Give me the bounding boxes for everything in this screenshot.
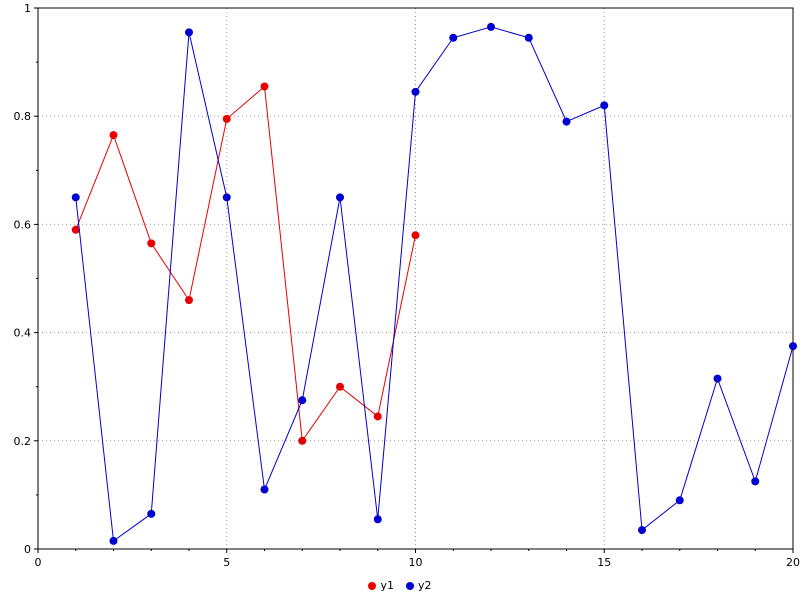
y-tick-label: 0 — [24, 543, 31, 556]
series-marker-y1 — [298, 436, 307, 445]
series-marker-y2 — [751, 477, 760, 486]
series-marker-y1 — [336, 382, 344, 391]
series-marker-y2 — [336, 193, 344, 202]
series-marker-y2 — [147, 509, 156, 518]
series-marker-y2 — [185, 28, 193, 37]
x-tick-label: 0 — [35, 556, 42, 569]
legend-label-y2: y2 — [418, 579, 432, 592]
series-line-y2 — [75, 26, 794, 542]
legend-marker-y1 — [368, 581, 377, 590]
series-marker-y2 — [675, 496, 684, 505]
series-marker-y2 — [71, 193, 80, 202]
series-marker-y1 — [411, 231, 420, 240]
series-marker-y1 — [260, 82, 269, 91]
series-marker-y2 — [222, 193, 231, 202]
legend-label-y1: y1 — [380, 579, 394, 592]
series-marker-y1 — [147, 239, 156, 248]
series-marker-y2 — [298, 396, 307, 405]
series-marker-y2 — [524, 33, 533, 42]
y-tick-label: 0.2 — [14, 435, 32, 448]
series-marker-y2 — [638, 526, 646, 535]
series-marker-y1 — [185, 296, 193, 305]
x-tick-label: 20 — [786, 556, 800, 569]
series-marker-y2 — [260, 485, 269, 494]
legend: y1 y2 — [0, 579, 800, 592]
y-tick-label: 0.8 — [14, 110, 32, 123]
series-marker-y2 — [600, 101, 609, 110]
x-tick-label: 5 — [223, 556, 230, 569]
y-tick-label: 0.4 — [14, 327, 32, 340]
series-marker-y2 — [373, 515, 382, 524]
y-tick-label: 1 — [24, 2, 31, 15]
legend-item-y1: y1 — [368, 579, 394, 592]
series-marker-y2 — [713, 374, 722, 383]
series-marker-y2 — [487, 22, 495, 31]
series-marker-y2 — [109, 536, 118, 545]
legend-item-y2: y2 — [406, 579, 432, 592]
series-marker-y1 — [373, 412, 382, 421]
series-marker-y2 — [562, 117, 571, 126]
series-marker-y2 — [789, 342, 797, 351]
y-tick-label: 0.6 — [14, 218, 32, 231]
series-line-y1 — [75, 85, 416, 443]
series-marker-y1 — [109, 131, 118, 140]
legend-marker-y2 — [406, 581, 414, 590]
series-marker-y2 — [411, 87, 420, 96]
series-marker-y2 — [449, 33, 458, 42]
series-marker-y1 — [71, 225, 80, 234]
x-tick-label: 15 — [597, 556, 611, 569]
x-tick-label: 10 — [409, 556, 423, 569]
series-marker-y1 — [222, 114, 231, 123]
